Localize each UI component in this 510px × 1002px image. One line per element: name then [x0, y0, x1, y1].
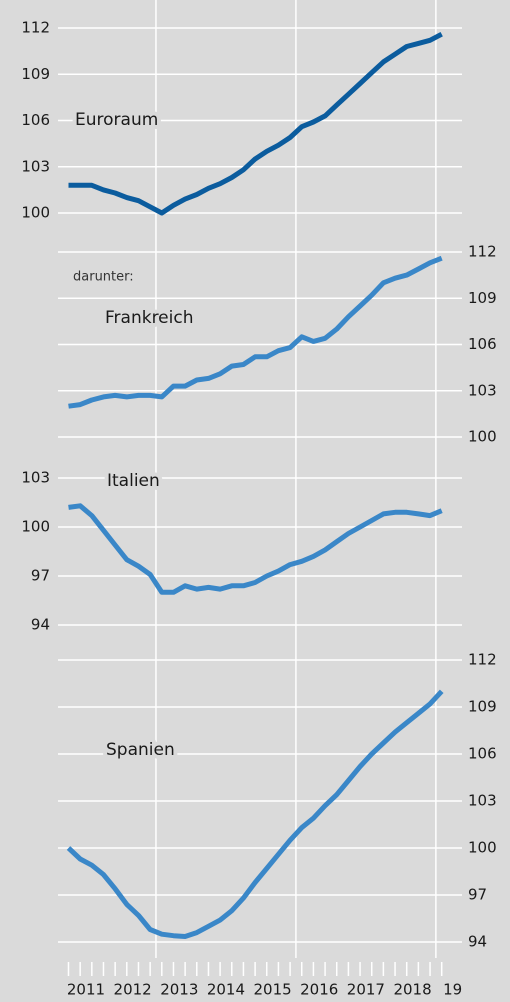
y-tick-label: 106 — [468, 745, 497, 763]
y-tick-label: 103 — [468, 381, 497, 399]
y-tick-label: 112 — [468, 243, 497, 261]
y-tick-label: 100 — [468, 428, 497, 446]
y-tick-label: 100 — [21, 518, 50, 536]
y-tick-label: 103 — [21, 469, 50, 487]
x-tick-label: 2017 — [347, 981, 385, 999]
x-tick-label: 2011 — [67, 981, 105, 999]
y-tick-label: 106 — [21, 111, 50, 129]
x-tick-label: 2016 — [300, 981, 338, 999]
x-tick-label: 2013 — [160, 981, 198, 999]
x-tick-label: 2015 — [254, 981, 292, 999]
line — [68, 503, 443, 595]
y-tick-label: 100 — [468, 839, 497, 857]
line — [66, 689, 444, 939]
series-label: Italien — [107, 471, 160, 491]
x-tick-label: 2018 — [393, 981, 431, 999]
x-tick-label: 19 — [443, 981, 462, 999]
labels: 100 103 106 109 112 Euroraum 100 103 106 109 112 Fr… — [21, 19, 496, 999]
series-label: Frankreich — [105, 308, 194, 328]
y-tick-label: 94 — [31, 616, 50, 634]
y-tick-label: 103 — [468, 792, 497, 810]
y-tick-label: 97 — [31, 567, 50, 585]
y-tick-label: 94 — [468, 933, 487, 951]
line — [68, 255, 443, 409]
x-tick-label: 2012 — [114, 981, 152, 999]
series-label: Spanien — [106, 740, 175, 760]
x-tick-label: 2014 — [207, 981, 245, 999]
line — [68, 31, 443, 216]
annotation: darunter: — [73, 270, 134, 285]
y-tick-label: 100 — [21, 204, 50, 222]
y-tick-label: 97 — [468, 886, 487, 904]
y-tick-label: 109 — [468, 289, 497, 307]
grid — [58, 0, 462, 976]
y-tick-label: 109 — [21, 65, 50, 83]
y-tick-label: 106 — [468, 335, 497, 353]
y-tick-label: 112 — [468, 651, 497, 669]
plot — [66, 31, 444, 939]
y-tick-label: 112 — [21, 19, 50, 37]
y-tick-label: 103 — [21, 157, 50, 175]
y-tick-label: 109 — [468, 698, 497, 716]
series-label: Euroraum — [75, 110, 158, 130]
